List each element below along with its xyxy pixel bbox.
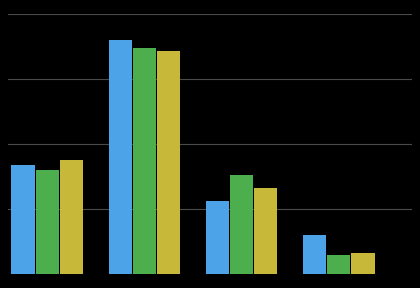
Bar [60, 160, 83, 274]
Bar [133, 48, 156, 274]
Bar [255, 188, 277, 274]
Bar [206, 201, 229, 274]
Bar [230, 175, 253, 274]
Bar [303, 235, 326, 274]
Bar [36, 170, 59, 274]
Bar [327, 255, 350, 274]
Bar [11, 165, 34, 274]
Bar [109, 40, 131, 274]
Bar [157, 51, 180, 274]
Bar [352, 253, 375, 274]
